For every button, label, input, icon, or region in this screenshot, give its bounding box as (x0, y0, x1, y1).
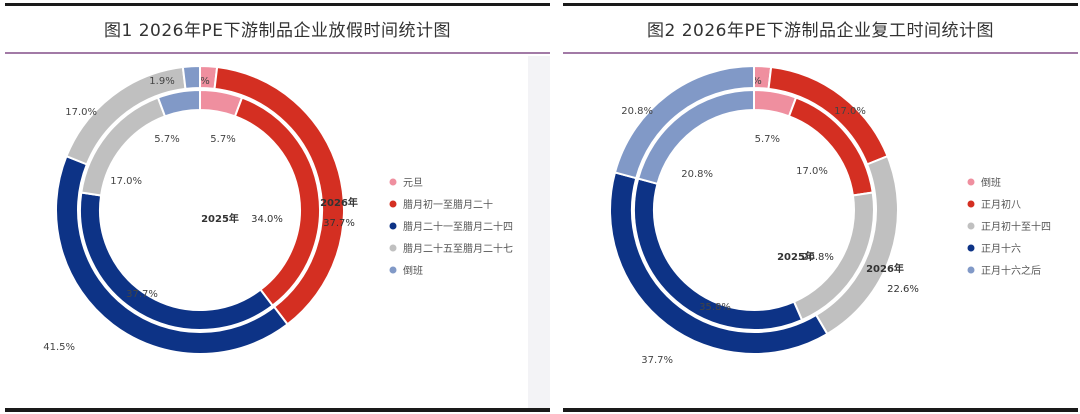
legend-marker-0 (967, 178, 975, 186)
legend-label-0: 元旦 (403, 177, 423, 189)
top-rule (5, 3, 550, 6)
legend-marker-4 (967, 266, 975, 274)
inner-year-label: 2025年 (777, 250, 815, 263)
outer-year-label: 2026年 (866, 262, 904, 275)
outer-value-label: 22.6% (887, 284, 919, 295)
chart-title: 图1 2026年PE下游制品企业放假时间统计图 (104, 21, 451, 41)
legend-label-0: 倒班 (981, 177, 1001, 189)
inner-ring-slice-4 (636, 88, 755, 186)
legend-label-3: 正月十六 (981, 242, 1021, 255)
chart-panel-2: 图2 2026年PE下游制品企业复工时间统计图 1.9%17.0%37.7%20… (563, 0, 1078, 414)
inner-ring-slice-4 (156, 88, 201, 118)
plot-area: 1.9%17.0%37.7%20.8%5.7%17.0%35.8%20.8%20… (563, 56, 1078, 408)
inner-slice-label-0: 5.7% (755, 134, 780, 145)
legend-marker-0 (389, 178, 397, 186)
donut-chart-2: 1.9%17.0%37.7%20.8%5.7%17.0%35.8%20.8%20… (609, 64, 1051, 366)
donut-chart-1: 1.9%41.5%17.0%1.9%5.7%37.7%17.0%5.7%2026… (43, 64, 513, 355)
legend-label-1: 正月初八 (981, 198, 1021, 211)
outer-slice-label-3: 37.7% (641, 355, 673, 366)
outer-slice-label-3: 17.0% (65, 107, 97, 118)
legend-marker-1 (389, 200, 397, 208)
legend-marker-3 (389, 244, 397, 252)
outer-slice-label-2: 41.5% (43, 342, 75, 353)
legend-label-4: 倒班 (403, 265, 423, 277)
legend-label-1: 腊月初一至腊月二十 (403, 198, 493, 211)
chart-panel-1: 图1 2026年PE下游制品企业放假时间统计图 1.9%41.5%17.0%1.… (5, 0, 550, 414)
inner-slice-label-4: 20.8% (681, 169, 713, 180)
outer-ring-slice-4 (613, 64, 755, 180)
inner-slice-label-3: 35.8% (699, 302, 731, 313)
inner-slice-label-0: 5.7% (210, 134, 235, 145)
outer-ring-slice-4 (181, 64, 201, 90)
chart-title: 图2 2026年PE下游制品企业复工时间统计图 (647, 21, 994, 41)
inner-slice-label-4: 5.7% (154, 134, 179, 145)
title-underline (563, 52, 1078, 54)
legend-marker-1 (967, 200, 975, 208)
legend-label-3: 腊月二十五至腊月二十七 (403, 242, 513, 255)
inner-year-label: 2025年 (201, 212, 239, 225)
plot-area: 1.9%41.5%17.0%1.9%5.7%37.7%17.0%5.7%2026… (5, 56, 550, 408)
legend-label-2: 腊月二十一至腊月二十四 (403, 220, 513, 233)
outer-slice-label-1: 17.0% (834, 106, 866, 117)
outer-slice-label-4: 1.9% (149, 76, 174, 87)
bottom-rule (5, 408, 550, 412)
bottom-rule (563, 408, 1078, 412)
inner-value-label: 20.8% (802, 252, 834, 263)
legend-marker-3 (967, 244, 975, 252)
legend-marker-4 (389, 266, 397, 274)
legend-label-2: 正月初十至十四 (981, 220, 1051, 233)
legend-marker-2 (389, 222, 397, 230)
legend-marker-2 (967, 222, 975, 230)
inner-slice-label-3: 17.0% (110, 176, 142, 187)
outer-value-label: 37.7% (323, 218, 355, 229)
top-rule (563, 3, 1078, 6)
title-underline (5, 52, 550, 54)
outer-slice-label-4: 20.8% (621, 106, 653, 117)
legend-label-4: 正月十六之后 (981, 264, 1041, 277)
outer-year-label: 2026年 (320, 196, 358, 209)
inner-value-label: 34.0% (251, 214, 283, 225)
inner-slice-label-1: 17.0% (796, 166, 828, 177)
inner-slice-label-2: 37.7% (126, 289, 158, 300)
